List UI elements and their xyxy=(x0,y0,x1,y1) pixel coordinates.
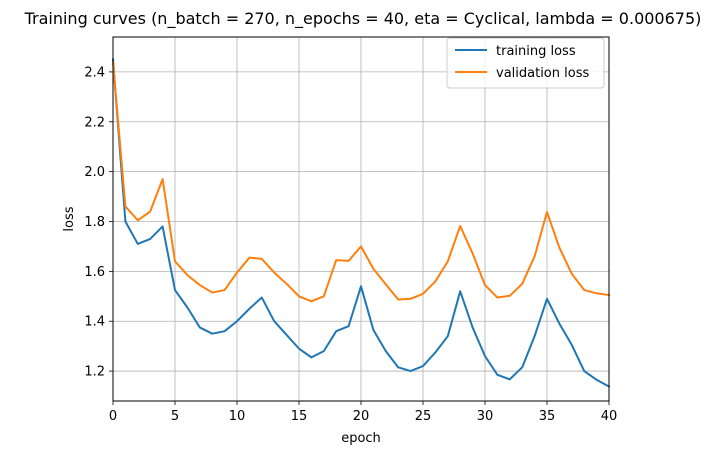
y-tick-label: 2.4 xyxy=(84,65,105,80)
x-tick-label: 30 xyxy=(477,409,494,424)
y-tick-label: 2.0 xyxy=(84,165,105,180)
x-tick-label: 25 xyxy=(415,409,432,424)
grid-lines xyxy=(113,37,609,401)
y-tick-label: 2.2 xyxy=(84,115,105,130)
legend-label-training-loss: training loss xyxy=(496,44,576,59)
y-tick-label: 1.8 xyxy=(84,215,105,230)
x-tick-label: 40 xyxy=(601,409,618,424)
x-tick-label: 10 xyxy=(229,409,246,424)
x-tick-label: 5 xyxy=(171,409,179,424)
y-tick-label: 1.6 xyxy=(84,265,105,280)
y-axis-label: loss xyxy=(62,206,77,231)
chart-title: Training curves (n_batch = 270, n_epochs… xyxy=(24,9,702,29)
x-tick-label: 15 xyxy=(291,409,308,424)
y-tick-label: 1.4 xyxy=(84,315,105,330)
legend: training loss validation loss xyxy=(447,38,604,88)
x-axis-ticks: 0 5 10 15 20 25 30 35 40 xyxy=(109,401,617,424)
x-tick-label: 20 xyxy=(353,409,370,424)
x-axis-label: epoch xyxy=(341,431,381,446)
y-tick-label: 1.2 xyxy=(84,365,105,380)
x-tick-label: 0 xyxy=(109,409,117,424)
x-tick-label: 35 xyxy=(539,409,556,424)
legend-label-validation-loss: validation loss xyxy=(496,66,589,81)
y-axis-ticks: 1.2 1.4 1.6 1.8 2.0 2.2 2.4 xyxy=(84,65,113,379)
